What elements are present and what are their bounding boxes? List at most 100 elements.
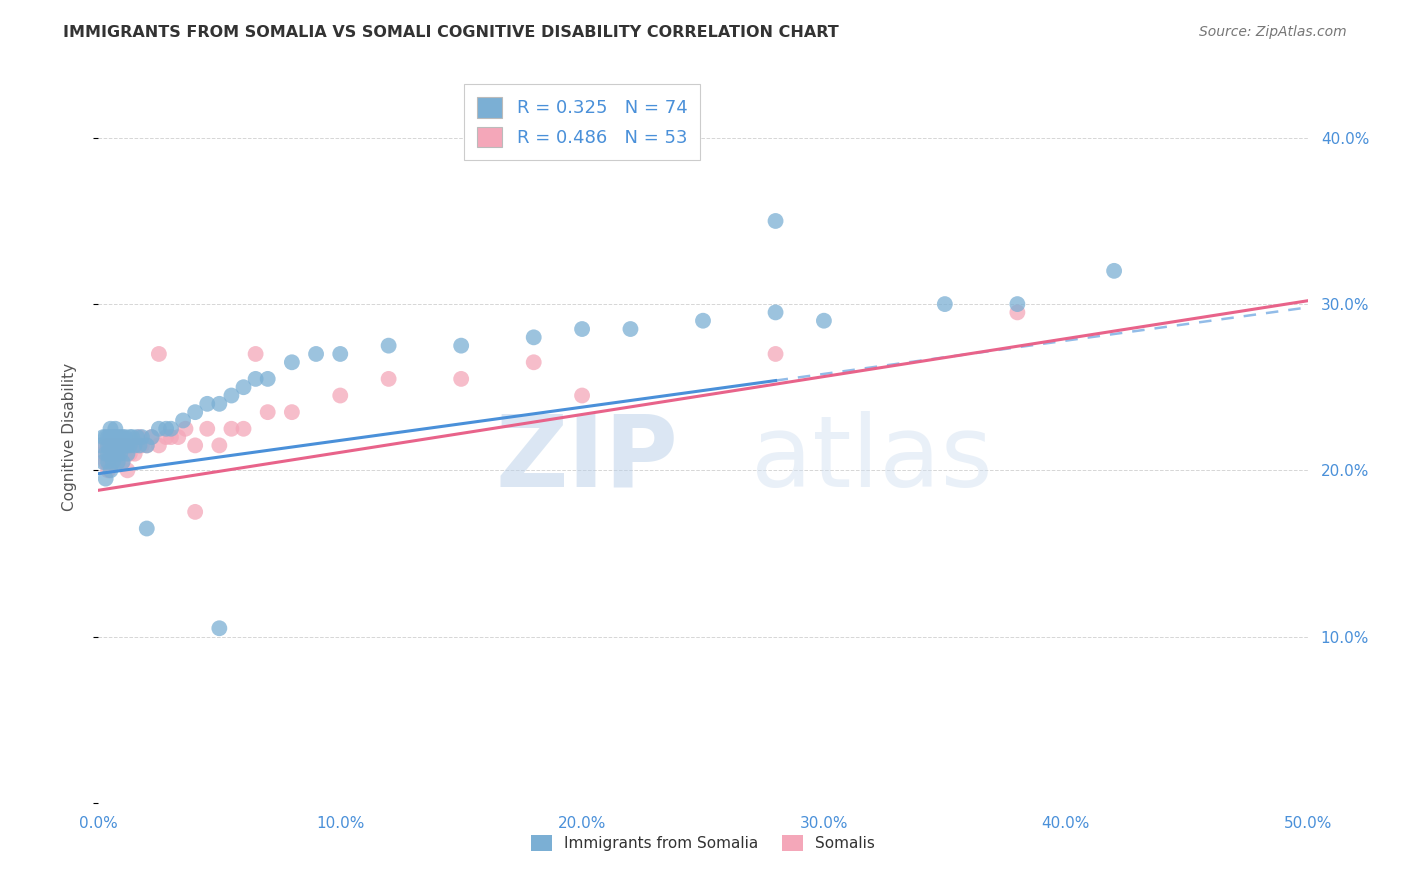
Point [934,297,956,311]
Point [117,438,139,452]
Point [111,455,134,469]
Point [104,438,127,452]
Point [195,397,218,411]
Point [114,430,136,444]
Point [91,455,114,469]
Point [131,430,153,444]
Point [141,430,163,444]
Point [97,447,120,461]
Point [232,422,254,436]
Point [94,472,117,486]
Point [94,455,117,469]
Point [221,388,243,402]
Point [101,455,124,469]
Point [256,405,278,419]
Point [245,372,267,386]
Point [450,338,472,352]
Point [813,314,835,328]
Point [107,455,129,469]
Point [765,347,787,361]
Point [184,405,207,419]
Point [101,447,124,461]
Point [100,422,122,436]
Text: atlas: atlas [751,410,993,508]
Point [281,355,304,369]
Point [765,305,787,319]
Point [100,438,122,452]
Point [124,447,146,461]
Point [523,355,546,369]
Point [141,430,163,444]
Point [167,430,190,444]
Point [127,430,149,444]
Point [100,447,122,461]
Point [135,521,157,535]
Point [131,438,153,452]
Point [121,430,143,444]
Point [1007,305,1029,319]
Point [118,447,141,461]
Point [128,430,150,444]
Point [101,447,124,461]
Point [135,438,157,452]
Point [121,438,143,452]
Point [90,438,112,452]
Point [523,330,546,344]
Point [155,430,177,444]
Text: Source: ZipAtlas.com: Source: ZipAtlas.com [1199,25,1347,39]
Point [117,438,139,452]
Point [104,422,127,436]
Point [97,463,120,477]
Point [329,388,352,402]
Point [108,438,131,452]
Point [111,430,134,444]
Point [127,438,149,452]
Point [100,447,122,461]
Point [124,438,146,452]
Point [1007,297,1029,311]
Legend: Immigrants from Somalia, Somalis: Immigrants from Somalia, Somalis [524,830,882,857]
Point [111,455,134,469]
Point [281,405,304,419]
Point [174,422,197,436]
Point [101,455,124,469]
Point [619,322,641,336]
Point [108,438,131,452]
Point [305,347,328,361]
Point [100,430,122,444]
Point [94,438,117,452]
Point [377,372,399,386]
Point [571,322,593,336]
Point [108,430,131,444]
Point [114,447,136,461]
Point [107,430,129,444]
Text: IMMIGRANTS FROM SOMALIA VS SOMALI COGNITIVE DISABILITY CORRELATION CHART: IMMIGRANTS FROM SOMALIA VS SOMALI COGNIT… [63,25,839,40]
Point [195,422,218,436]
Point [108,447,131,461]
Point [135,438,157,452]
Point [450,372,472,386]
Point [97,438,120,452]
Point [100,438,122,452]
Point [107,447,129,461]
Text: ZIP: ZIP [496,410,679,508]
Point [118,438,141,452]
Point [101,438,124,452]
Point [692,314,714,328]
Point [111,438,134,452]
Point [117,463,139,477]
Point [97,455,120,469]
Point [107,455,129,469]
Point [221,422,243,436]
Point [114,438,136,452]
Point [101,438,124,452]
Point [107,438,129,452]
Point [94,447,117,461]
Point [111,438,134,452]
Point [100,455,122,469]
Point [208,621,231,635]
Point [114,438,136,452]
Point [1102,264,1125,278]
Point [184,505,207,519]
Point [94,430,117,444]
